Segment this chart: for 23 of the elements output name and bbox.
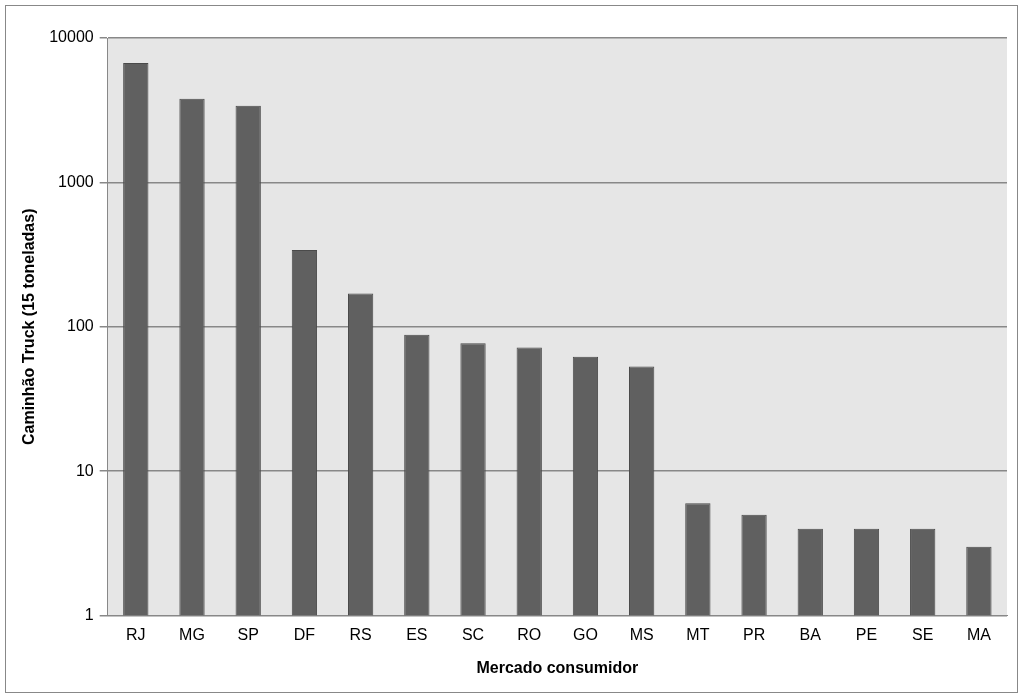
y-tick-label: 1 <box>84 606 94 624</box>
x-tick-label: GO <box>573 625 598 643</box>
y-tick-label: 10 <box>75 461 94 479</box>
x-tick-label: MS <box>629 625 654 643</box>
y-axis-title: Caminhão Truck (15 toneladas) <box>20 208 38 446</box>
x-tick-label: DF <box>293 625 316 643</box>
x-tick-label: MG <box>179 625 205 643</box>
x-tick-label: PR <box>742 625 766 643</box>
x-tick-label: PE <box>855 625 878 643</box>
x-tick-label: MA <box>966 625 992 643</box>
y-tick-label: 100 <box>66 317 94 335</box>
x-tick-label: RO <box>517 625 542 643</box>
x-tick-label: ES <box>406 625 428 643</box>
x-tick-label: SE <box>912 625 934 643</box>
x-tick-label: SP <box>237 625 259 643</box>
x-axis-title: Mercado consumidor <box>476 658 639 676</box>
x-tick-label: SC <box>461 625 485 643</box>
x-tick-label: RJ <box>126 625 146 643</box>
x-tick-label: RS <box>349 625 372 643</box>
y-tick-label: 1000 <box>58 172 94 190</box>
x-tick-label: MT <box>686 625 710 643</box>
x-tick-label: BA <box>799 625 822 643</box>
y-tick-label: 10000 <box>49 28 94 46</box>
